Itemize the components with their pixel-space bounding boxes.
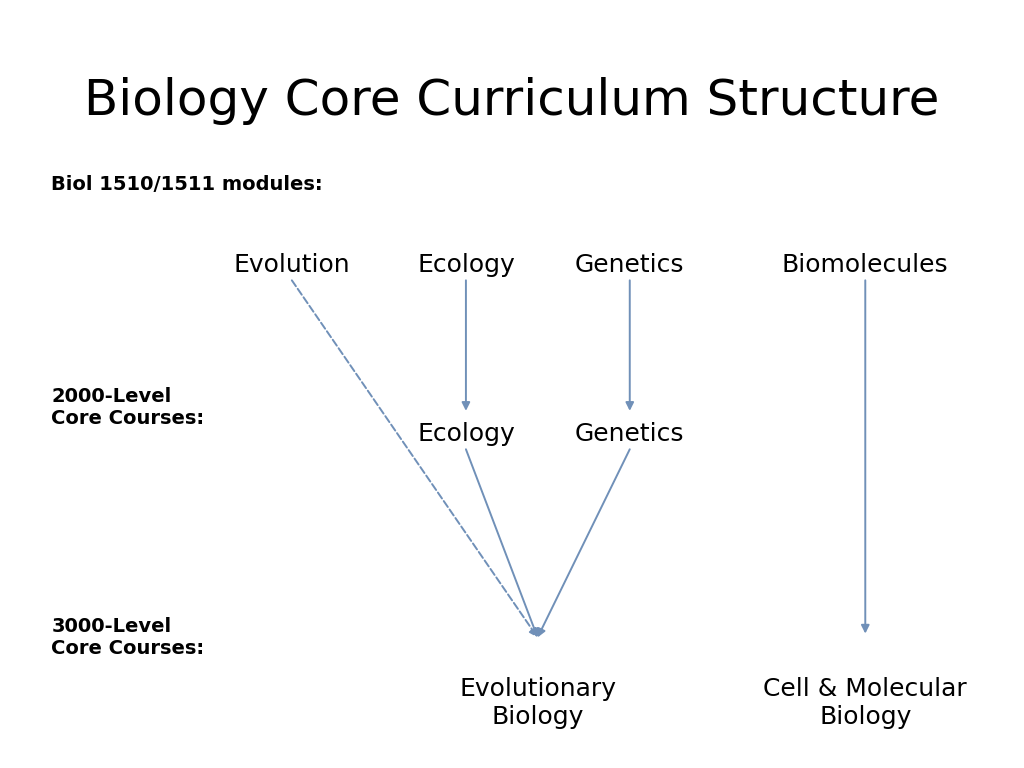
Text: 2000-Level
Core Courses:: 2000-Level Core Courses: <box>51 386 205 428</box>
Text: 3000-Level
Core Courses:: 3000-Level Core Courses: <box>51 617 205 658</box>
Text: Evolutionary
Biology: Evolutionary Biology <box>459 677 616 729</box>
Text: Cell & Molecular
Biology: Cell & Molecular Biology <box>764 677 967 729</box>
Text: Biology Core Curriculum Structure: Biology Core Curriculum Structure <box>84 77 940 124</box>
Text: Ecology: Ecology <box>417 253 515 277</box>
Text: Genetics: Genetics <box>575 422 684 446</box>
Text: Evolution: Evolution <box>233 253 350 277</box>
Text: Biomolecules: Biomolecules <box>782 253 948 277</box>
Text: Genetics: Genetics <box>575 253 684 277</box>
Text: Biol 1510/1511 modules:: Biol 1510/1511 modules: <box>51 175 323 194</box>
Text: Ecology: Ecology <box>417 422 515 446</box>
